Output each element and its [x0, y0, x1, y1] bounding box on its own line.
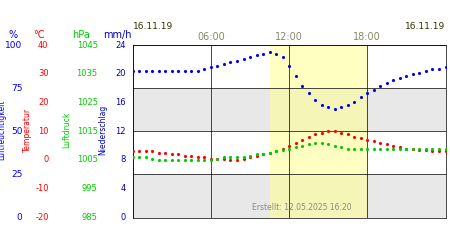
Text: 16.11.19: 16.11.19: [133, 22, 173, 31]
Text: Erstellt: 12.05.2025 16:20: Erstellt: 12.05.2025 16:20: [252, 203, 351, 212]
Text: 985: 985: [82, 213, 98, 222]
Text: 995: 995: [82, 184, 98, 193]
Text: Temperatur: Temperatur: [22, 108, 32, 152]
Text: 16: 16: [115, 98, 126, 107]
Text: 25: 25: [11, 170, 22, 179]
Text: 1025: 1025: [76, 98, 98, 107]
Bar: [133, 131, 446, 174]
Text: 4: 4: [121, 184, 126, 193]
Text: °C: °C: [33, 30, 45, 40]
Text: 20: 20: [116, 69, 126, 78]
Text: 18:00: 18:00: [353, 32, 381, 42]
Text: 1035: 1035: [76, 69, 98, 78]
Text: 75: 75: [11, 84, 22, 92]
Text: -20: -20: [35, 213, 49, 222]
Text: mm/h: mm/h: [103, 30, 131, 40]
Text: 1045: 1045: [76, 40, 98, 50]
Text: 12: 12: [116, 127, 126, 136]
Text: 100: 100: [5, 40, 22, 50]
Text: 30: 30: [38, 69, 49, 78]
Text: 8: 8: [121, 156, 126, 164]
Text: 40: 40: [38, 40, 49, 50]
Text: Luftfeuchtigkeit: Luftfeuchtigkeit: [0, 100, 7, 160]
Bar: [133, 174, 446, 218]
Text: -10: -10: [35, 184, 49, 193]
Text: %: %: [9, 30, 18, 40]
Bar: [270, 45, 367, 218]
Text: Luftdruck: Luftdruck: [62, 112, 71, 148]
Text: 24: 24: [116, 40, 126, 50]
Bar: [133, 88, 446, 131]
Text: 10: 10: [38, 127, 49, 136]
Text: 0: 0: [43, 156, 49, 164]
Text: 0: 0: [17, 213, 22, 222]
Text: 12:00: 12:00: [275, 32, 303, 42]
Text: 1005: 1005: [76, 156, 98, 164]
Text: Niederschlag: Niederschlag: [98, 105, 107, 155]
Text: 0: 0: [121, 213, 126, 222]
Text: 06:00: 06:00: [197, 32, 225, 42]
Text: 1015: 1015: [76, 127, 98, 136]
Text: 50: 50: [11, 127, 22, 136]
Bar: [133, 45, 446, 88]
Text: hPa: hPa: [72, 30, 90, 40]
Text: 16.11.19: 16.11.19: [405, 22, 446, 31]
Text: 20: 20: [38, 98, 49, 107]
